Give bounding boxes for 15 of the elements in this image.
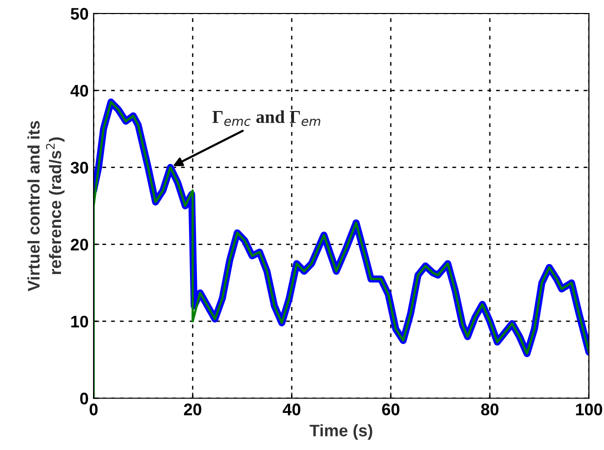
y-tick-label: 0 bbox=[80, 392, 88, 404]
y-tick-label: 10 bbox=[71, 316, 88, 328]
y-tick-label: 30 bbox=[70, 162, 88, 174]
x-tick-label: 0 bbox=[90, 404, 98, 416]
annotation: Γ$_{emc}$ and Γ$_{em}$ bbox=[212, 110, 320, 126]
x-tick-label: 60 bbox=[382, 404, 400, 416]
x-axis-title: Time (s) bbox=[310, 424, 372, 440]
x-tick-label: 80 bbox=[481, 404, 498, 416]
y-tick-label: 50 bbox=[70, 8, 88, 20]
y-tick-label: 20 bbox=[70, 238, 88, 251]
y-tick-label: 40 bbox=[70, 84, 88, 97]
y-axis-title: Virtuel control and its reference (rad/s$^{2}$) bbox=[27, 121, 64, 292]
x-tick-label: 40 bbox=[282, 404, 300, 416]
x-tick-label: 20 bbox=[184, 404, 202, 416]
x-tick-label: 100 bbox=[576, 404, 602, 416]
